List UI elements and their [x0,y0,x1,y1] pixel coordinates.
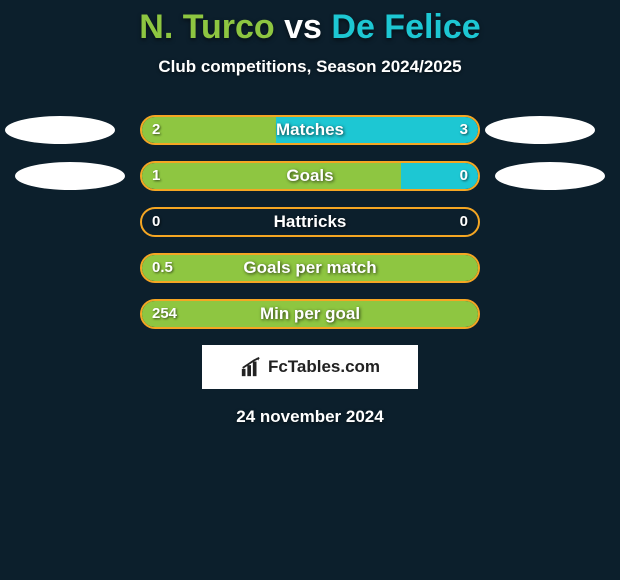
right-value: 3 [460,115,468,145]
bar-left [142,301,478,329]
right-value: 0 [460,207,468,237]
bar-left [142,255,478,283]
bar-track [140,299,480,329]
subtitle: Club competitions, Season 2024/2025 [0,57,620,77]
title-part: De Felice [331,8,480,46]
left-value: 0 [152,207,160,237]
player-ellipse [5,116,115,144]
bar-track [140,207,480,237]
right-value: 0 [460,161,468,191]
title-part: vs [275,8,332,46]
left-value: 254 [152,299,177,329]
stat-row: 254Min per goal [0,299,620,329]
left-value: 0.5 [152,253,173,283]
stat-row: 00Hattricks [0,207,620,237]
bars-icon [240,356,262,378]
stat-row: 0.5Goals per match [0,253,620,283]
bar-track [140,253,480,283]
bar-right [276,117,478,145]
player-ellipse [495,162,605,190]
stat-row: 10Goals [0,161,620,191]
comparison-chart: 23Matches10Goals00Hattricks0.5Goals per … [0,115,620,329]
bar-left [142,117,276,145]
stat-row: 23Matches [0,115,620,145]
page-title: N. Turco vs De Felice [0,0,620,47]
player-ellipse [15,162,125,190]
date-line: 24 november 2024 [0,407,620,427]
title-part: N. Turco [139,8,274,46]
left-value: 2 [152,115,160,145]
bar-track [140,115,480,145]
bar-track [140,161,480,191]
bar-left [142,163,401,191]
left-value: 1 [152,161,160,191]
fctables-logo: FcTables.com [202,345,418,389]
player-ellipse [485,116,595,144]
logo-text: FcTables.com [268,357,380,377]
